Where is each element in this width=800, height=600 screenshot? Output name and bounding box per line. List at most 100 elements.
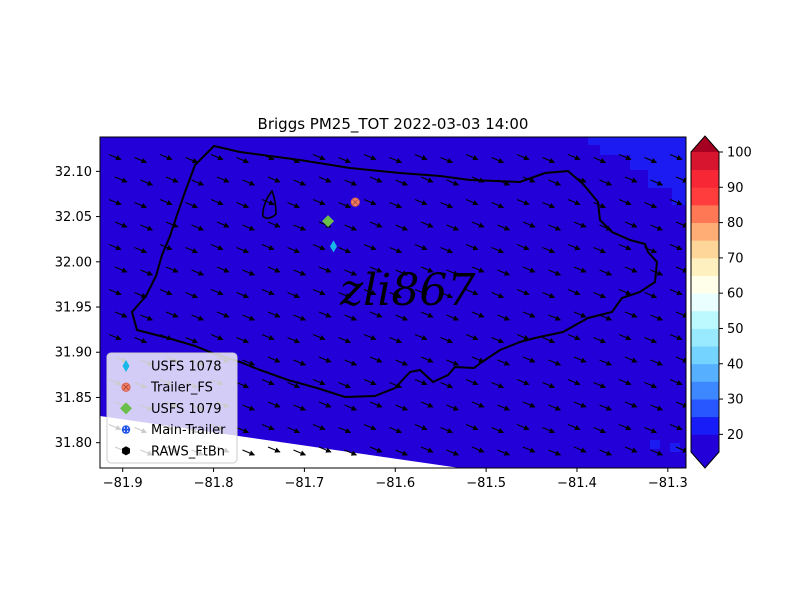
wind-arrow	[548, 404, 562, 411]
wind-arrow	[644, 426, 658, 434]
wind-arrow	[548, 224, 562, 231]
x-axis: −81.9 −81.8 −81.7 −81.6 −81.5 −81.4 −81.3	[103, 468, 688, 491]
colorbar-band	[691, 257, 719, 276]
wind-arrow	[108, 288, 122, 296]
wind-arrow	[548, 449, 562, 456]
wind-arrow	[140, 224, 154, 231]
wind-arrow	[650, 359, 664, 366]
wind-arrow	[210, 333, 224, 341]
wind-arrow	[312, 333, 326, 341]
wind-arrow	[516, 423, 530, 431]
wind-arrow	[108, 333, 122, 341]
wind-arrow	[344, 224, 358, 231]
legend-label: USFS 1079	[151, 402, 221, 417]
wind-arrow	[567, 198, 581, 206]
wind-arrow	[669, 153, 683, 161]
wind-arrow	[669, 423, 683, 431]
wind-arrow	[548, 314, 562, 321]
wind-arrow	[185, 156, 199, 164]
wind-arrow	[644, 156, 658, 164]
wind-arrow	[446, 179, 460, 186]
colorbar-band	[691, 169, 719, 188]
colorbar-band	[691, 310, 719, 329]
wind-arrow	[395, 314, 409, 321]
wind-arrow	[114, 176, 128, 183]
colorbar: 20 30 40 50 60 70 80 90 100	[690, 135, 752, 469]
wind-arrow	[236, 336, 250, 344]
wind-arrow	[389, 426, 403, 434]
colorbar-band	[691, 328, 719, 347]
wind-arrow	[618, 153, 632, 161]
wind-arrow	[420, 401, 434, 408]
wind-arrow	[420, 356, 434, 363]
colorbar-extend-min	[691, 452, 719, 468]
inner-boundary	[262, 189, 277, 219]
wind-arrow	[159, 153, 173, 161]
wind-arrow	[491, 336, 505, 344]
colorbar-tick-label: 20	[727, 428, 744, 443]
county-boundary	[130, 144, 659, 399]
wind-arrow	[210, 243, 224, 251]
legend-label: Main-Trailer	[151, 423, 226, 438]
wind-arrow	[599, 179, 613, 186]
wind-arrow	[440, 246, 454, 254]
wind-arrow	[236, 201, 250, 209]
wind-arrow	[471, 221, 485, 228]
wind-arrow	[267, 311, 281, 318]
wind-arrow	[369, 446, 383, 453]
wind-arrow	[567, 153, 581, 161]
wind-arrow	[242, 224, 256, 231]
wind-arrow	[395, 224, 409, 231]
wind-arrow	[216, 176, 230, 183]
wind-arrow	[236, 246, 250, 254]
wind-arrow	[542, 336, 556, 344]
colorbar-band	[691, 381, 719, 400]
wind-arrow	[369, 221, 383, 228]
wind-arrow	[516, 378, 530, 386]
legend-item: Main-Trailer	[121, 423, 226, 438]
colorbar-tick-label: 100	[727, 146, 752, 161]
wind-arrow	[287, 336, 301, 344]
wind-arrow	[650, 179, 664, 186]
wind-arrow	[669, 288, 683, 296]
colorbar-band	[691, 275, 719, 294]
wind-arrow	[242, 449, 256, 456]
wind-arrow	[287, 246, 301, 254]
wind-arrow	[618, 288, 632, 296]
wind-arrow	[465, 198, 479, 206]
wind-arrow	[669, 243, 683, 251]
wind-arrow	[567, 288, 581, 296]
chart-title: Briggs PM25_TOT 2022-03-03 14:00	[258, 115, 529, 134]
wind-arrow	[491, 156, 505, 164]
wind-arrow	[599, 359, 613, 366]
wind-arrow	[465, 153, 479, 161]
station-markers	[322, 197, 360, 253]
wind-arrow	[618, 243, 632, 251]
wind-arrow	[267, 266, 281, 273]
wind-arrow	[440, 156, 454, 164]
wind-arrow	[369, 311, 383, 318]
wind-arrow	[675, 401, 686, 408]
wind-arrow	[338, 201, 352, 209]
colorbar-band	[691, 399, 719, 418]
wind-arrow	[542, 156, 556, 164]
wind-arrow	[114, 311, 128, 318]
wind-arrow	[159, 198, 173, 206]
wind-arrow	[644, 291, 658, 299]
legend-label: RAWS_FtBn	[151, 444, 225, 459]
wind-arrow	[267, 176, 281, 183]
wind-arrow	[312, 288, 326, 296]
wind-arrow	[389, 381, 403, 389]
wind-arrow	[165, 176, 179, 183]
wind-arrow	[165, 266, 179, 273]
wind-arrow	[491, 246, 505, 254]
wind-arrow	[522, 446, 536, 453]
wind-arrow	[242, 314, 256, 321]
colorbar-band	[691, 187, 719, 206]
wind-arrow	[312, 378, 326, 386]
wind-arrow	[261, 198, 275, 206]
colorbar-tick-label: 90	[727, 181, 744, 196]
wind-arrow	[497, 269, 511, 276]
station-marker	[329, 240, 337, 253]
wind-arrow	[497, 449, 511, 456]
